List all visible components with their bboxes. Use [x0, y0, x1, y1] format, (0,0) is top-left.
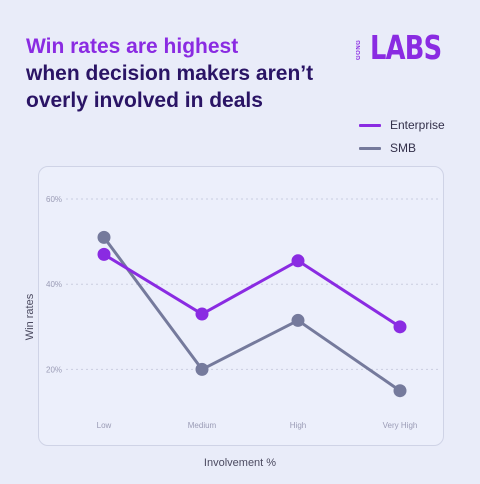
data-point-enterprise — [195, 307, 209, 321]
y-tick-label: 20% — [46, 365, 62, 374]
legend-label-smb: SMB — [390, 141, 417, 155]
y-tick-label: 40% — [46, 280, 62, 289]
x-tick-label: High — [290, 421, 306, 430]
title-line-3: overly involved in deals — [26, 89, 263, 112]
y-tick-label: 60% — [46, 195, 62, 204]
y-axis-label: Win rates — [20, 294, 40, 340]
data-point-smb — [195, 362, 209, 376]
data-point-enterprise — [97, 247, 111, 261]
series-line-smb — [102, 236, 401, 392]
data-point-enterprise — [291, 254, 305, 268]
x-tick-label: Low — [97, 421, 112, 430]
x-tick-label: Very High — [383, 421, 418, 430]
chart-panel — [38, 166, 444, 446]
title-line-2: when decision makers aren’t — [26, 62, 314, 85]
title-line-1: Win rates are highest — [26, 35, 239, 58]
y-axis-label-text: Win rates — [24, 293, 36, 341]
legend-swatch-smb — [359, 146, 381, 150]
legend-swatch-enterprise — [359, 123, 381, 127]
legend-label-enterprise: Enterprise — [390, 118, 445, 132]
data-point-enterprise — [393, 320, 407, 334]
data-point-smb — [291, 313, 305, 327]
data-point-smb — [97, 230, 111, 244]
logo-product: LABS — [370, 28, 442, 67]
legend: Enterprise SMB — [359, 115, 445, 161]
x-axis-label: Involvement % — [203, 457, 277, 469]
legend-item-enterprise: Enterprise — [359, 115, 445, 135]
data-point-smb — [393, 384, 407, 398]
series-line-enterprise — [103, 253, 401, 329]
gong-labs-logo: GONG LABS — [356, 30, 456, 66]
chart-title: Win rates are highest when decision make… — [26, 33, 356, 114]
x-tick-label: Medium — [188, 421, 217, 430]
legend-item-smb: SMB — [359, 138, 445, 158]
